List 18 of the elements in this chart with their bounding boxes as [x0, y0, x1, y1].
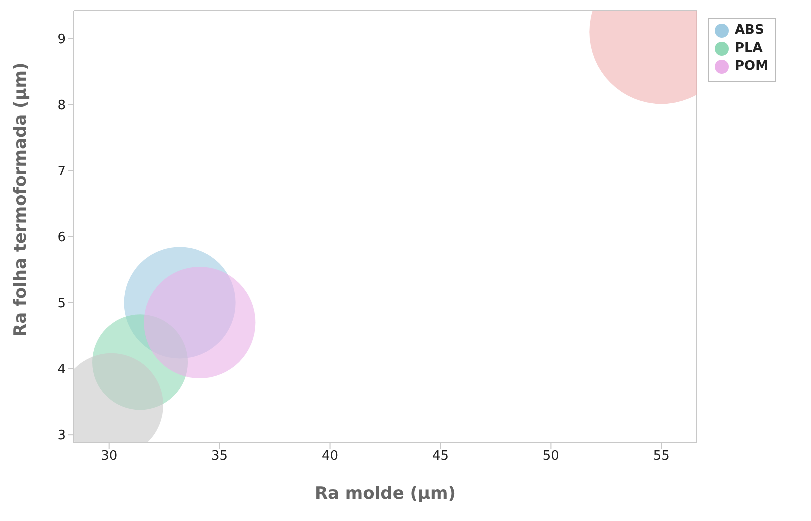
y-axis-title: Ra folha termoformada (µm): [11, 62, 32, 337]
x-tick-label: 35: [212, 449, 228, 464]
x-tick-label: 55: [653, 449, 670, 464]
legend-label: ABS: [735, 23, 764, 38]
y-tick-label: 9: [58, 32, 66, 48]
y-tick-label: 7: [58, 164, 66, 180]
legend-label: PLA: [735, 41, 763, 56]
legend-label: POM: [735, 59, 769, 74]
x-tick-label: 30: [101, 449, 118, 464]
y-tick-label: 8: [58, 98, 66, 114]
x-tick-label: 40: [322, 449, 339, 464]
x-axis-title: Ra molde (µm): [314, 484, 456, 504]
y-tick-label: 3: [58, 428, 66, 444]
y-tick-label: 6: [58, 230, 66, 246]
y-tick-label: 4: [58, 362, 66, 378]
y-tick-label: 5: [58, 296, 66, 312]
x-tick-label: 45: [432, 449, 450, 464]
x-tick-label: 50: [542, 449, 560, 464]
